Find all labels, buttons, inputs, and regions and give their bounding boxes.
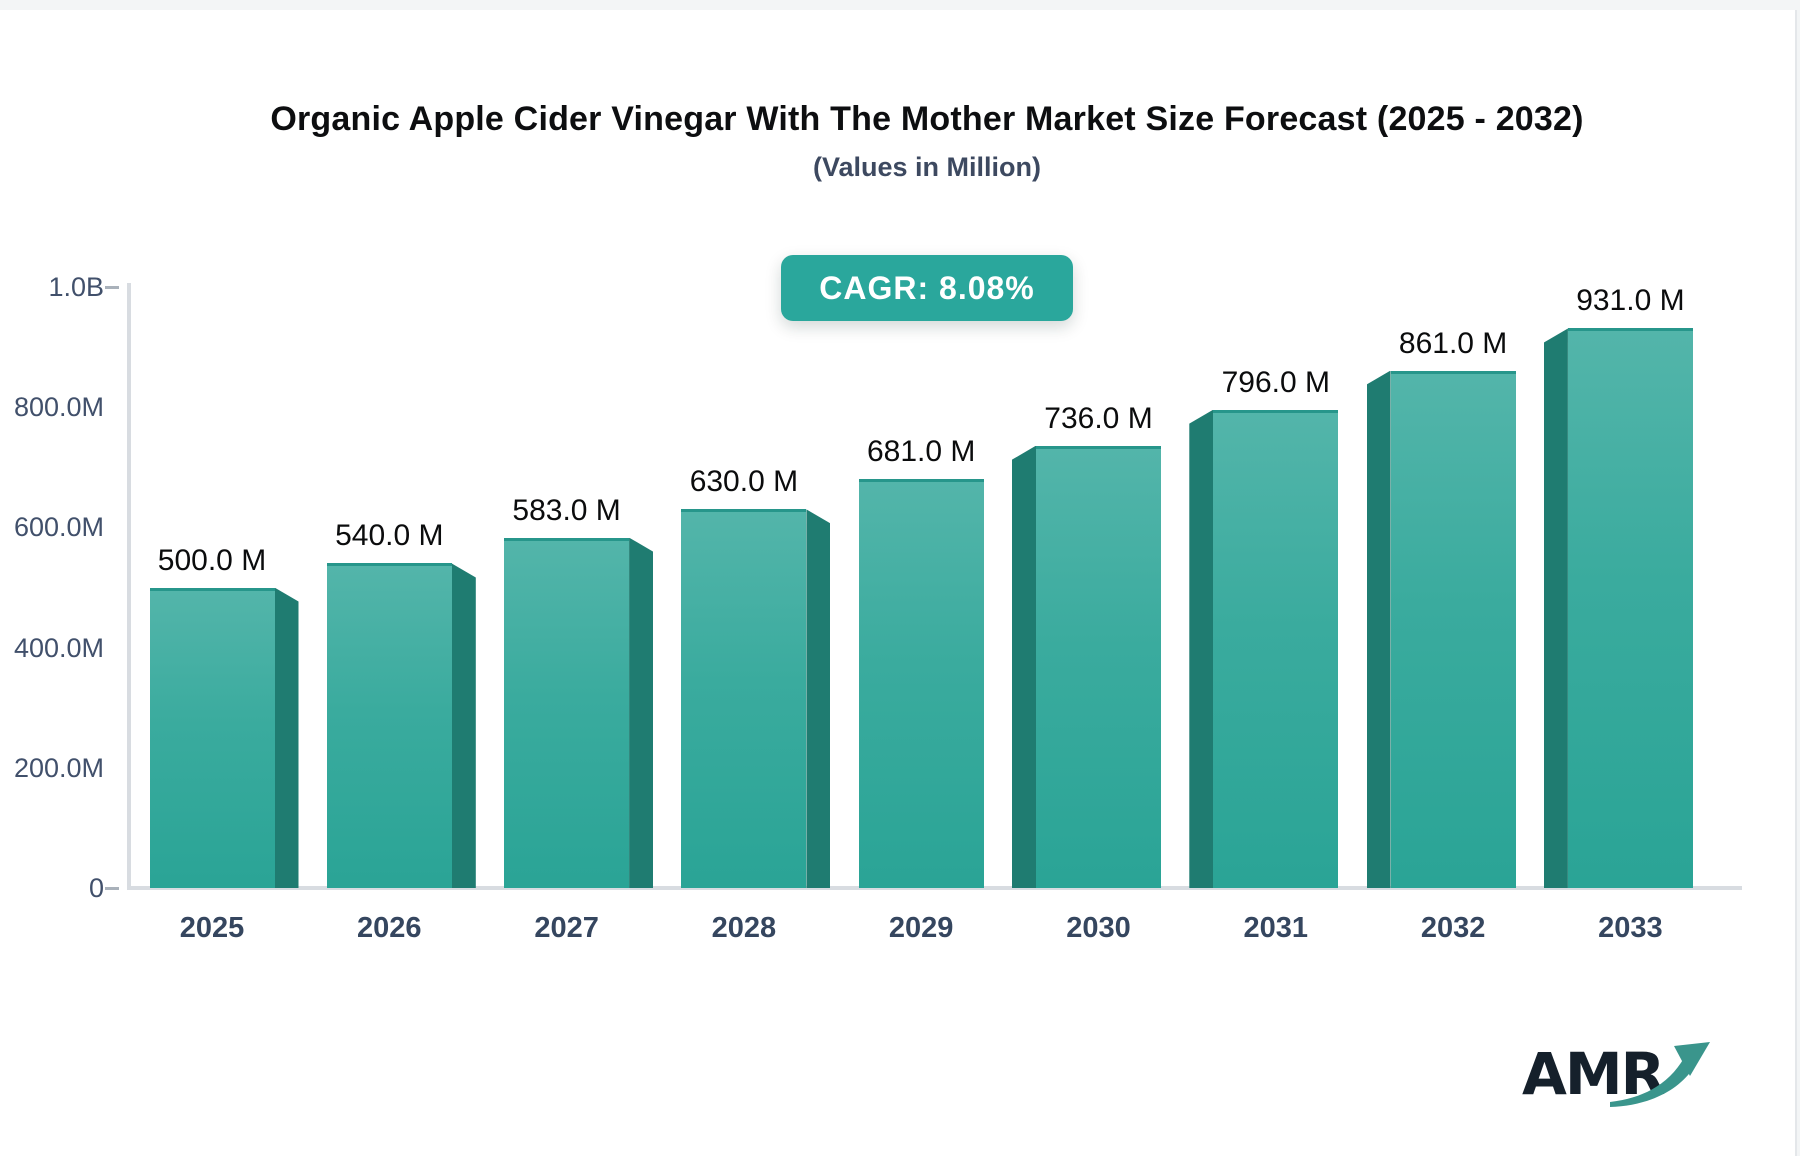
x-axis-label-2030: 2030	[1066, 912, 1131, 944]
card-right-edge	[1795, 10, 1797, 1156]
bar-3d-side	[451, 563, 476, 888]
x-axis-label-2033: 2033	[1598, 912, 1663, 944]
y-tick-mark	[105, 887, 119, 890]
x-axis-label-2032: 2032	[1420, 912, 1486, 944]
bar-3d-side	[1543, 328, 1568, 888]
y-tick-label: 400.0M	[13, 632, 104, 663]
bar-value-label: 796.0 M	[1221, 365, 1330, 399]
x-axis-line	[127, 886, 1742, 890]
bar-2030[interactable]	[1036, 445, 1161, 888]
x-axis-label-2028: 2028	[711, 912, 777, 944]
bar-2028[interactable]	[681, 509, 807, 888]
bar-value-label: 736.0 M	[1044, 401, 1153, 435]
bar-value-label: 500.0 M	[157, 543, 267, 577]
cagr-badge-row: CAGR: 8.08%	[54, 255, 1800, 321]
bar-value-label: 583.0 M	[512, 493, 621, 527]
amr-logo: AMR	[1522, 1040, 1722, 1120]
x-axis-label-2027: 2027	[534, 912, 599, 944]
y-tick-label: 200.0M	[13, 752, 104, 783]
bar-3d-side	[629, 537, 654, 888]
y-tick-label: 800.0M	[13, 392, 104, 423]
cagr-badge-label: CAGR: 8.08%	[819, 269, 1035, 306]
y-tick-label: 0	[88, 873, 104, 903]
x-axis-label-2031: 2031	[1243, 912, 1309, 944]
cagr-badge: CAGR: 8.08%	[781, 255, 1073, 321]
y-tick-mark	[105, 286, 119, 289]
y-axis-line	[127, 283, 131, 888]
bar-chart-plot: 1.0B 800.0M 600.0M 400.0M 200.0M 0 500.0 M 540…	[0, 10, 1797, 1156]
bar-value-label: 630.0 M	[689, 465, 799, 499]
bar-3d-side	[1366, 370, 1391, 888]
bar-2027[interactable]	[504, 537, 630, 888]
x-axis-label-2026: 2026	[357, 912, 422, 944]
bar-value-label: 681.0 M	[866, 434, 976, 468]
x-axis-label-2025: 2025	[179, 912, 245, 944]
bar-3d-side	[1189, 409, 1214, 888]
bar-2033[interactable]	[1567, 328, 1693, 888]
bar-2032[interactable]	[1390, 370, 1516, 888]
bar-2029[interactable]	[858, 478, 984, 888]
bar-3d-side	[806, 509, 831, 888]
bar-2031[interactable]	[1213, 409, 1339, 888]
chart-card: Organic Apple Cider Vinegar With The Mot…	[0, 10, 1797, 1156]
bar-3d-side	[274, 587, 299, 888]
bar-2025[interactable]	[149, 587, 275, 888]
bar-value-label: 931.0 M	[1576, 284, 1685, 318]
bar-value-label: 861.0 M	[1398, 326, 1508, 360]
bar-2026[interactable]	[326, 563, 452, 888]
chart-title: Organic Apple Cider Vinegar With The Mot…	[270, 100, 1584, 138]
x-axis-label-2029: 2029	[888, 912, 954, 944]
growth-arrow-icon	[1610, 1042, 1710, 1107]
y-tick-label: 600.0M	[13, 512, 104, 543]
bar-value-label: 540.0 M	[335, 519, 444, 553]
bar-3d-side	[1012, 445, 1036, 888]
chart-subtitle: (Values in Million)	[812, 152, 1042, 182]
y-tick-label: 1.0B	[48, 272, 104, 302]
